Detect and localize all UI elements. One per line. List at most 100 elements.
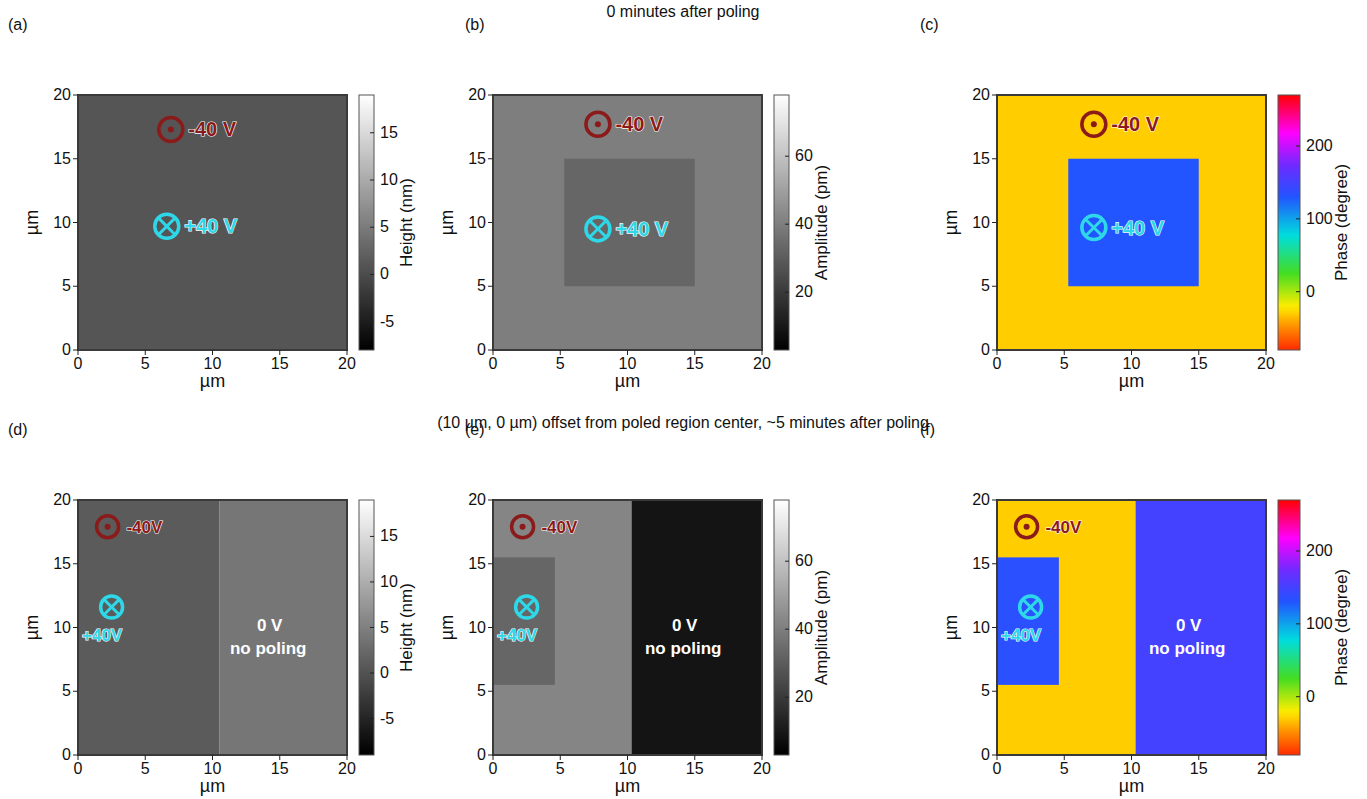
y-tick-label: 20 xyxy=(468,86,486,103)
y-tick-label: 5 xyxy=(477,682,486,699)
panel-label: (c) xyxy=(920,16,939,33)
symbol-ring xyxy=(155,214,179,238)
symbol-ring xyxy=(586,217,610,241)
y-tick xyxy=(992,563,997,564)
x-tick-label: 5 xyxy=(556,355,565,372)
colorbar-tick-label: 5 xyxy=(380,218,389,235)
y-tick xyxy=(73,563,78,564)
annotation: -40V xyxy=(1045,518,1082,537)
symbol-cross xyxy=(104,599,119,614)
colorbar xyxy=(774,500,789,755)
annotation: no poling xyxy=(1149,639,1225,658)
colorbar xyxy=(359,500,374,755)
x-tick-label: 15 xyxy=(1190,760,1208,777)
y-tick xyxy=(73,755,78,756)
symbol-ring xyxy=(1020,596,1042,618)
row-title: 0 minutes after poling xyxy=(607,3,760,20)
colorbar-tick-label: 10 xyxy=(380,171,398,188)
colorbar-tick xyxy=(1296,623,1300,624)
y-tick xyxy=(488,563,493,564)
y-tick-label: 20 xyxy=(53,86,71,103)
y-tick xyxy=(992,755,997,756)
colorbar-tick xyxy=(1296,696,1300,697)
y-tick-label: 5 xyxy=(981,682,990,699)
plot-area xyxy=(997,95,1266,350)
symbol-cross xyxy=(519,599,534,614)
frame xyxy=(78,95,347,350)
symbol-cross xyxy=(1023,599,1038,614)
colorbar-title: Phase (degree) xyxy=(1332,569,1351,686)
y-axis-title: µm xyxy=(22,615,42,640)
poling-symbol xyxy=(155,214,179,238)
colorbar-tick xyxy=(370,321,374,322)
colorbar-tick xyxy=(370,274,374,275)
y-tick-label: 0 xyxy=(981,746,990,763)
frame xyxy=(493,500,762,755)
x-tick-label: 10 xyxy=(1123,760,1141,777)
colorbar-tick-label: -5 xyxy=(380,710,394,727)
region xyxy=(1068,159,1198,287)
colorbar-tick xyxy=(785,224,789,225)
frame xyxy=(493,95,762,350)
colorbar-tick-label: 5 xyxy=(380,619,389,636)
y-axis-title: µm xyxy=(437,615,457,640)
colorbar-tick-label: 20 xyxy=(795,283,813,300)
x-tick-label: 5 xyxy=(141,355,150,372)
y-tick xyxy=(488,500,493,501)
symbol-ring xyxy=(1082,216,1106,240)
symbol-cross xyxy=(519,599,534,614)
figure: 0 minutes after poling(10 µm, 0 µm) offs… xyxy=(0,0,1367,799)
region xyxy=(493,557,555,685)
plot-area xyxy=(997,500,1266,755)
region xyxy=(997,557,1059,685)
symbol-cross xyxy=(104,599,119,614)
colorbar-tick xyxy=(370,132,374,133)
annotation: 0 V xyxy=(1176,616,1202,635)
poling-symbol xyxy=(159,117,183,141)
x-tick-label: 0 xyxy=(993,760,1002,777)
x-tick-label: 10 xyxy=(1123,355,1141,372)
y-axis-title: µm xyxy=(941,615,961,640)
colorbar xyxy=(359,95,374,350)
symbol-cross xyxy=(158,218,175,235)
colorbar-tick-label: 10 xyxy=(380,573,398,590)
region xyxy=(78,95,347,350)
y-tick-label: 0 xyxy=(477,746,486,763)
colorbar-tick-label: -5 xyxy=(380,313,394,330)
x-tick-label: 15 xyxy=(1190,355,1208,372)
colorbar-title: Height (nm) xyxy=(397,583,416,672)
region xyxy=(997,500,1136,755)
colorbar-tick-label: 0 xyxy=(380,265,389,282)
symbol-ring xyxy=(101,596,123,618)
colorbar-tick-label: 0 xyxy=(380,664,389,681)
y-tick-label: 15 xyxy=(972,150,990,167)
symbol-ring xyxy=(97,516,119,538)
colorbar-tick xyxy=(785,292,789,293)
colorbar-tick-label: 100 xyxy=(1306,210,1333,227)
x-tick-label: 0 xyxy=(74,760,83,777)
annotation: no poling xyxy=(645,639,721,658)
panel-label: (d) xyxy=(8,421,28,438)
colorbar-tick-label: 0 xyxy=(1306,688,1315,705)
colorbar-title: Height (nm) xyxy=(397,178,416,267)
x-tick-label: 10 xyxy=(204,355,222,372)
x-tick-label: 5 xyxy=(1060,760,1069,777)
colorbar-tick xyxy=(1296,218,1300,219)
x-tick-label: 20 xyxy=(753,760,771,777)
x-tick-label: 10 xyxy=(619,760,637,777)
colorbar xyxy=(774,95,789,350)
poling-symbol xyxy=(101,596,123,618)
colorbar-title: Amplitude (pm) xyxy=(812,165,831,280)
annotation: +40V xyxy=(497,626,538,645)
y-tick-label: 15 xyxy=(53,150,71,167)
colorbar-tick xyxy=(785,697,789,698)
y-tick-label: 10 xyxy=(468,619,486,636)
colorbar-tick xyxy=(370,627,374,628)
y-tick xyxy=(73,286,78,287)
annotation: -40 V xyxy=(615,113,663,135)
y-tick xyxy=(73,500,78,501)
x-tick-label: 20 xyxy=(753,355,771,372)
y-tick-label: 15 xyxy=(53,555,71,572)
symbol-dot xyxy=(595,121,601,127)
poling-symbol xyxy=(97,516,119,538)
